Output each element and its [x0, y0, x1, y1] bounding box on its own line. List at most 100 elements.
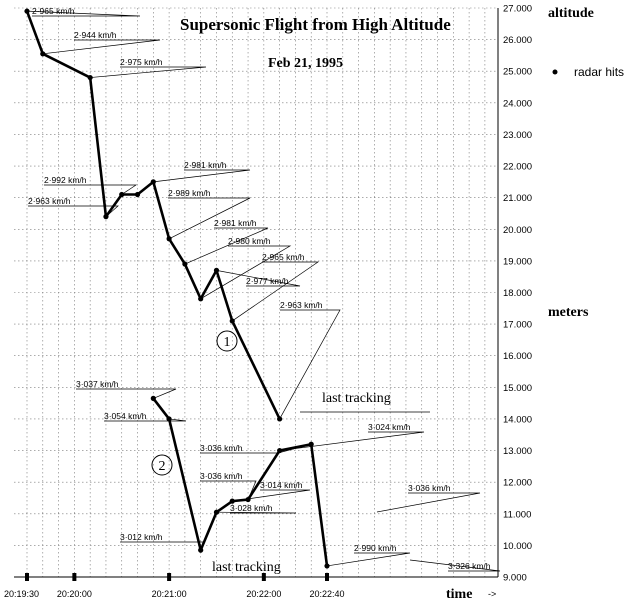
chart-subtitle: Feb 21, 1995	[268, 56, 343, 71]
radar-hit-point	[245, 496, 251, 503]
radar-hit-point	[324, 563, 330, 569]
x-axis-arrow: ->	[488, 589, 496, 599]
radar-hit-point	[213, 267, 220, 273]
speed-label: 2·992 km/h	[44, 175, 87, 185]
y-tick-label: 21.000	[503, 193, 532, 204]
radar-hit-point	[213, 509, 220, 515]
y-tick-label: 19.000	[503, 256, 532, 267]
axes: 9.000 10.000 11.000 12.000 13.000 14.000 15.00…	[4, 4, 532, 600]
speed-leader	[200, 480, 257, 500]
speed-leader	[44, 184, 138, 195]
y-tick-label: 18.000	[503, 288, 532, 299]
radar-hit-point	[182, 261, 188, 267]
speed-leader	[153, 169, 251, 183]
speed-leader	[168, 197, 251, 240]
radar-hit-point	[198, 547, 204, 553]
y-axis-label: altitude	[548, 6, 594, 21]
speed-leader	[26, 10, 141, 17]
radar-hit-point	[229, 318, 235, 324]
speed-leader	[279, 309, 341, 420]
speed-leader	[104, 418, 187, 422]
chart-title: Supersonic Flight from High Altitude	[180, 15, 451, 34]
radar-hit-point	[119, 191, 125, 198]
speed-label: 3·036 km/h	[200, 471, 243, 481]
speed-label: 3·037 km/h	[76, 379, 119, 389]
speed-leader	[184, 227, 269, 265]
radar-hit-point	[24, 8, 30, 14]
x-tick-mark	[25, 573, 29, 581]
speed-leader	[216, 511, 297, 514]
speed-leader	[279, 431, 425, 451]
grid	[14, 7, 498, 578]
radar-hit-point	[198, 296, 204, 302]
speed-label: 3·326 km/h	[448, 561, 491, 571]
speed-label: 2·989 km/h	[168, 188, 211, 198]
speed-label: 3·028 km/h	[230, 503, 273, 513]
y-tick-label: 22.000	[503, 162, 532, 173]
y-tick-label: 16.000	[503, 351, 532, 362]
speed-label: 2·965 km/h	[32, 6, 75, 16]
y-tick-label: 23.000	[503, 130, 532, 141]
radar-hit-point	[150, 395, 156, 401]
radar-hit-point	[134, 191, 141, 198]
radar-hit-point	[150, 179, 156, 185]
x-tick-mark	[167, 573, 172, 581]
speed-label: 3·024 km/h	[368, 422, 411, 432]
radar-hit-point	[229, 498, 235, 504]
speed-leader	[216, 270, 301, 287]
speed-label: 3·036 km/h	[408, 483, 451, 493]
y-tick-label: 26.000	[503, 35, 532, 46]
speed-leader	[376, 492, 481, 513]
y-tick-label: 10.000	[503, 541, 532, 552]
radar-hit-point	[40, 51, 46, 57]
speed-leader	[232, 489, 311, 502]
speed-label: 2·981 km/h	[214, 218, 257, 228]
radar-hit-point	[103, 214, 109, 220]
x-tick-mark	[72, 573, 77, 581]
speed-labels: 2·965 km/h 2·944 km/h 2·975 km/h 2·992 km/h…	[26, 6, 501, 572]
y-tick-label: 9.000	[503, 573, 527, 584]
speed-leader	[76, 388, 177, 399]
speed-leader	[90, 66, 207, 78]
speed-label: 2·963 km/h	[280, 300, 323, 310]
series	[24, 8, 330, 569]
radar-hit-point	[277, 416, 283, 422]
speed-label: 2·963 km/h	[28, 196, 71, 206]
y-axis-unit: meters	[548, 305, 589, 320]
radar-hit-point	[166, 236, 172, 242]
x-tick-label: 20:22:00	[246, 589, 281, 599]
speed-label: 2·980 km/h	[228, 236, 271, 246]
speed-leader	[326, 552, 411, 567]
speed-label: 3·014 km/h	[260, 480, 303, 490]
radar-hit-point	[87, 74, 93, 81]
y-tick-label: 14.000	[503, 414, 532, 425]
legend-marker	[552, 69, 558, 75]
radar-hit-point	[308, 441, 314, 447]
speed-label: 2·990 km/h	[354, 543, 397, 553]
speed-leader	[120, 541, 205, 551]
y-tick-label: 11.000	[503, 509, 531, 520]
series-2-marker-circle	[151, 454, 173, 476]
x-tick-label: 20:22:40	[309, 589, 344, 599]
speed-label: 2·965 km/h	[262, 252, 305, 262]
speed-label: 2·977 km/h	[246, 276, 289, 286]
speed-label: 2·981 km/h	[184, 160, 227, 170]
y-tick-label: 13.000	[503, 446, 532, 457]
x-axis-label: time	[446, 587, 472, 602]
y-tick-label: 12.000	[503, 478, 532, 489]
y-tick-label: 24.000	[503, 98, 532, 109]
radar-hit-point	[166, 416, 172, 422]
speed-label: 3·036 km/h	[200, 443, 243, 453]
last-tracking-label-2: last tracking	[212, 560, 281, 575]
x-tick-label: 20:21:00	[152, 589, 187, 599]
legend-label: radar hits	[574, 65, 624, 79]
radar-hit-point	[277, 447, 283, 454]
y-tick-label: 15.000	[503, 383, 532, 394]
series-1-marker-text: 1	[224, 335, 231, 350]
series-1-marker-circle	[216, 330, 238, 352]
series-2-marker-text: 2	[159, 459, 166, 474]
y-tick-label: 20.000	[503, 225, 532, 236]
y-tick-label: 17.000	[503, 320, 532, 331]
speed-label: 2·975 km/h	[120, 57, 163, 67]
speed-leader	[42, 39, 161, 55]
